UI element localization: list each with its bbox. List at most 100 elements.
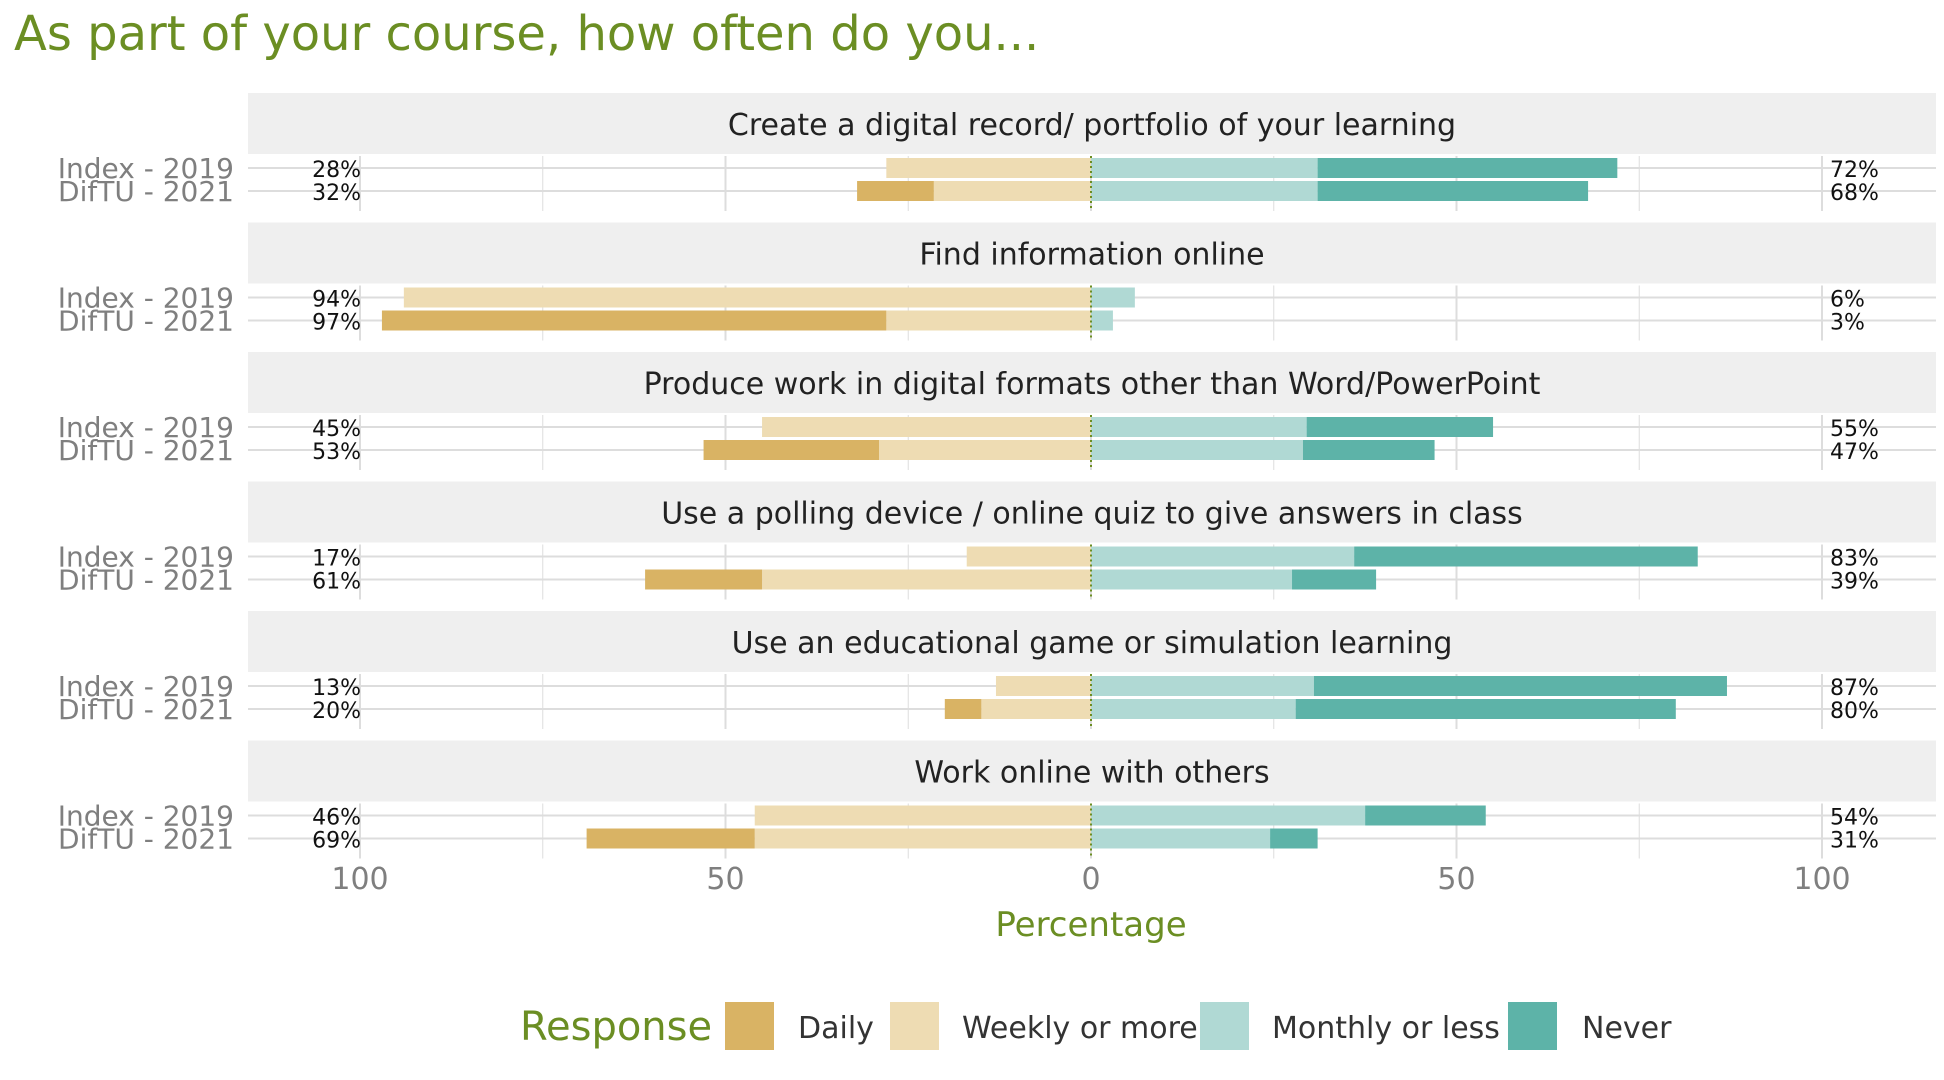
panel-strip: [248, 222, 1936, 284]
bar-never: [1306, 417, 1494, 437]
panel-title: Produce work in digital formats other th…: [644, 367, 1541, 402]
y-tick-label: DifTU - 2021: [58, 693, 234, 726]
x-tick-label: 50: [706, 862, 744, 897]
panel-title: Create a digital record/ portfolio of yo…: [728, 108, 1456, 143]
y-tick-label: Index - 2019: [58, 670, 234, 703]
y-tick-label: DifTU - 2021: [58, 823, 234, 856]
data-label-left: 94%: [312, 288, 361, 313]
bar-never: [1354, 546, 1698, 567]
bar-monthly: [1091, 676, 1314, 696]
bar-weekly: [933, 181, 1091, 201]
data-label-left: 20%: [312, 699, 361, 724]
data-label-left: 69%: [312, 829, 361, 854]
y-tick-label: Index - 2019: [58, 411, 234, 444]
bar-never: [1365, 805, 1486, 826]
bar-monthly: [1091, 310, 1113, 331]
y-tick-label: Index - 2019: [58, 800, 234, 833]
x-axis-title: Percentage: [995, 905, 1186, 945]
bar-never: [1302, 440, 1435, 460]
legend-label-monthly: Monthly or less: [1272, 1011, 1500, 1046]
bar-daily: [645, 569, 763, 590]
data-label-left: 45%: [312, 417, 361, 442]
chart-title: As part of your course, how often do you…: [14, 6, 1040, 62]
data-label-right: 3%: [1830, 311, 1865, 336]
bar-never: [1313, 676, 1727, 696]
legend-title: Response: [520, 1004, 712, 1050]
y-tick-label: DifTU - 2021: [58, 305, 234, 338]
data-label-right: 80%: [1830, 699, 1879, 724]
data-label-right: 31%: [1830, 829, 1879, 854]
legend-key-daily: [725, 1002, 774, 1050]
bar-weekly: [886, 158, 1091, 178]
bar-weekly: [403, 287, 1091, 308]
bar-monthly: [1091, 828, 1271, 849]
bar-monthly: [1091, 181, 1318, 201]
data-label-right: 72%: [1830, 158, 1879, 183]
bar-weekly: [879, 440, 1091, 460]
y-tick-label: Index - 2019: [58, 541, 234, 574]
data-label-left: 32%: [312, 181, 361, 206]
legend-key-never: [1508, 1002, 1557, 1050]
panel-strip: [248, 611, 1936, 672]
bar-weekly: [762, 417, 1091, 437]
bar-weekly: [966, 546, 1091, 567]
data-label-right: 47%: [1830, 440, 1879, 465]
bar-never: [1295, 699, 1676, 719]
data-label-right: 54%: [1830, 806, 1879, 831]
legend-key-monthly: [1200, 1002, 1249, 1050]
bar-never: [1292, 569, 1377, 590]
panel-strip: [248, 481, 1936, 543]
x-tick-label: 100: [331, 862, 388, 897]
bar-never: [1317, 158, 1618, 178]
data-label-left: 46%: [312, 806, 361, 831]
panel-title: Find information online: [919, 238, 1264, 273]
bar-daily: [944, 699, 982, 719]
panel-title: Work online with others: [914, 756, 1269, 791]
bar-monthly: [1091, 569, 1293, 590]
y-tick-label: Index - 2019: [58, 152, 234, 185]
data-label-left: 13%: [312, 676, 361, 701]
data-label-right: 68%: [1830, 181, 1879, 206]
panel-strip: [248, 740, 1936, 802]
bar-weekly: [754, 828, 1091, 849]
data-label-left: 97%: [312, 311, 361, 336]
bar-daily: [703, 440, 880, 460]
bar-daily: [857, 181, 934, 201]
panel-strip: [248, 93, 1936, 154]
data-label-right: 83%: [1830, 547, 1879, 572]
bar-monthly: [1091, 805, 1366, 826]
data-label-right: 87%: [1830, 676, 1879, 701]
legend-label-weekly: Weekly or more: [962, 1011, 1198, 1046]
bar-weekly: [995, 676, 1091, 696]
x-tick-label: 50: [1437, 862, 1475, 897]
data-label-left: 17%: [312, 547, 361, 572]
data-label-left: 28%: [312, 158, 361, 183]
bar-monthly: [1091, 546, 1355, 567]
data-label-right: 6%: [1830, 288, 1865, 313]
bar-monthly: [1091, 158, 1318, 178]
y-tick-label: DifTU - 2021: [58, 175, 234, 208]
y-tick-label: DifTU - 2021: [58, 434, 234, 467]
bar-monthly: [1091, 287, 1135, 308]
bar-weekly: [886, 310, 1091, 331]
bar-weekly: [981, 699, 1091, 719]
panel-title: Use a polling device / online quiz to gi…: [661, 497, 1523, 532]
bar-never: [1317, 181, 1589, 201]
bar-weekly: [754, 805, 1091, 826]
data-label-right: 39%: [1830, 570, 1879, 595]
legend-label-never: Never: [1582, 1011, 1672, 1046]
bar-daily: [586, 828, 755, 849]
bar-weekly: [762, 569, 1091, 590]
data-label-left: 53%: [312, 440, 361, 465]
x-tick-label: 0: [1081, 862, 1100, 897]
bar-monthly: [1091, 417, 1307, 437]
panel-strip: [248, 352, 1936, 413]
bar-monthly: [1091, 699, 1296, 719]
panel-title: Use an educational game or simulation le…: [732, 626, 1453, 661]
y-tick-label: DifTU - 2021: [58, 564, 234, 597]
legend-label-daily: Daily: [798, 1011, 874, 1046]
legend-key-weekly: [890, 1002, 939, 1050]
x-tick-label: 100: [1793, 862, 1850, 897]
bar-daily: [381, 310, 887, 331]
